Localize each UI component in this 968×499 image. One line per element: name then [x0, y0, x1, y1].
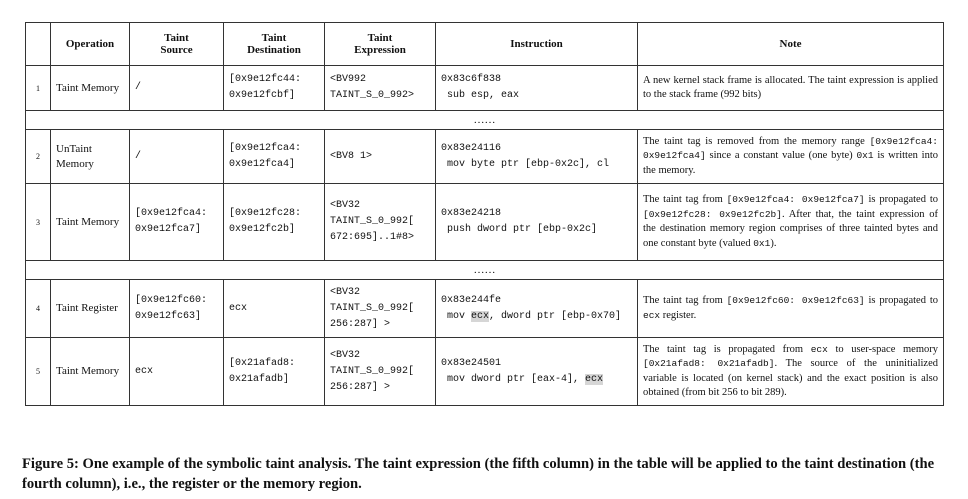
header-instruction: Instruction	[435, 22, 638, 66]
operation-cell: Taint Register	[50, 279, 130, 338]
instruction-cell: 0x83c6f838 sub esp, eax	[435, 65, 638, 111]
note-cell: The taint tag from [0x9e12fca4: 0x9e12fc…	[637, 183, 944, 261]
note-text: The taint tag is propagated from	[643, 343, 811, 355]
figure-caption: Figure 5: One example of the symbolic ta…	[22, 456, 935, 492]
operation-cell: Taint Memory	[50, 65, 130, 111]
note-text: . After that, the taint expression of th…	[643, 208, 939, 249]
instruction-cell: 0x83e24501 mov dword ptr [eax-4], ecx	[435, 337, 638, 406]
ellipsis-row: ……	[25, 110, 944, 130]
taint-source-cell: ecx	[129, 337, 224, 406]
note-text: The taint tag is removed from the memory…	[643, 135, 870, 147]
row-number: 1	[25, 65, 51, 111]
taint-source-cell: [0x9e12fca4: 0x9e12fca7]	[129, 183, 224, 261]
note-cell: The taint tag is removed from the memory…	[637, 129, 944, 184]
taint-destination-cell: [0x9e12fc44: 0x9e12fcbf]	[223, 65, 325, 111]
note-text: The taint tag from	[643, 194, 727, 205]
note-code: [0x9e12fca4: 0x9e12fca7]	[726, 194, 865, 205]
header-num	[25, 22, 51, 66]
note-text: ).	[770, 237, 777, 249]
instruction-address: 0x83e24116	[441, 142, 502, 154]
instruction-address: 0x83e244fe	[441, 294, 502, 306]
taint-destination-cell: [0x21afad8: 0x21afadb]	[223, 337, 325, 406]
taint-expression-cell: <BV32 TAINT_S_0_992[ 256:287] >	[324, 337, 436, 406]
instruction-code: sub esp, eax	[441, 90, 520, 101]
note-code: ecx	[810, 343, 828, 355]
taint-expression-cell: <BV32 TAINT_S_0_992[ 672:695]..1#8>	[324, 183, 436, 261]
operation-cell: Taint Memory	[50, 337, 130, 406]
instruction-text: mov	[441, 310, 472, 322]
header-operation: Operation	[50, 22, 130, 66]
instruction-cell: 0x83e24116 mov byte ptr [ebp-0x2c], cl	[435, 129, 638, 184]
note-text: to user-space memory	[827, 343, 939, 355]
table-row: 4 Taint Register [0x9e12fc60: 0x9e12fc63…	[25, 279, 944, 338]
header-taint-expression: Taint Expression	[324, 22, 436, 66]
row-number: 3	[25, 183, 51, 261]
taint-analysis-table: Operation Taint Source Taint Destination…	[25, 22, 944, 406]
row-number: 5	[25, 337, 51, 406]
header-taint-destination: Taint Destination	[223, 22, 325, 66]
ellipsis-cell: ……	[25, 260, 944, 280]
note-code: 0x1	[753, 237, 771, 249]
instruction-text: mov dword ptr [eax-4],	[441, 373, 586, 385]
instruction-cell: 0x83e24218 push dword ptr [ebp-0x2c]	[435, 183, 638, 261]
note-code: ecx	[643, 309, 661, 321]
instruction-address: 0x83c6f838	[441, 74, 502, 85]
table-row: 5 Taint Memory ecx [0x21afad8: 0x21afadb…	[25, 337, 944, 406]
taint-destination-cell: [0x9e12fca4: 0x9e12fca4]	[223, 129, 325, 184]
taint-expression-cell: <BV992 TAINT_S_0_992>	[324, 65, 436, 111]
instruction-address: 0x83e24218	[441, 208, 502, 219]
instruction-code: mov byte ptr [ebp-0x2c], cl	[441, 158, 610, 170]
note-cell: The taint tag is propagated from ecx to …	[637, 337, 944, 406]
note-text: register.	[660, 309, 697, 321]
highlighted-register: ecx	[585, 373, 604, 385]
taint-source-cell: /	[129, 129, 224, 184]
taint-expression-cell: <BV32 TAINT_S_0_992[ 256:287] >	[324, 279, 436, 338]
instruction-text: , dword ptr [ebp-0x70]	[489, 310, 622, 322]
taint-source-cell: [0x9e12fc60: 0x9e12fc63]	[129, 279, 224, 338]
note-text: . The source of the uninitialized variab…	[643, 358, 938, 398]
taint-destination-cell: [0x9e12fc28: 0x9e12fc2b]	[223, 183, 325, 261]
note-text: is propagated to	[864, 194, 938, 205]
instruction-code: push dword ptr [ebp-0x2c]	[441, 224, 598, 235]
instruction-cell: 0x83e244fe mov ecx, dword ptr [ebp-0x70]	[435, 279, 638, 338]
table-row: 3 Taint Memory [0x9e12fca4: 0x9e12fca7] …	[25, 183, 944, 261]
note-code: [0x9e12fc60: 0x9e12fc63]	[726, 295, 865, 306]
taint-source-cell: /	[129, 65, 224, 111]
note-cell: A new kernel stack frame is allocated. T…	[637, 65, 944, 111]
note-text: is written into the memory.	[643, 150, 938, 176]
note-code: [0x9e12fc28: 0x9e12fc2b]	[643, 208, 782, 220]
note-cell: The taint tag from [0x9e12fc60: 0x9e12fc…	[637, 279, 944, 338]
row-number: 4	[25, 279, 51, 338]
operation-cell: UnTaint Memory	[50, 129, 130, 184]
ellipsis-cell: ……	[25, 110, 944, 130]
header-taint-source: Taint Source	[129, 22, 224, 66]
instruction-address: 0x83e24501	[441, 357, 502, 369]
instruction-code: mov dword ptr [eax-4], ecx	[441, 372, 632, 388]
taint-destination-cell: ecx	[223, 279, 325, 338]
note-text: since a constant value (one byte)	[705, 150, 857, 162]
ellipsis-row: ……	[25, 260, 944, 280]
header-row: Operation Taint Source Taint Destination…	[25, 22, 944, 66]
row-number: 2	[25, 129, 51, 184]
table-row: 2 UnTaint Memory / [0x9e12fca4: 0x9e12fc…	[25, 129, 944, 184]
header-note: Note	[637, 22, 944, 66]
note-code: 0x1	[856, 150, 874, 162]
note-code: [0x21afad8: 0x21afadb]	[643, 358, 775, 369]
table-row: 1 Taint Memory / [0x9e12fc44: 0x9e12fcbf…	[25, 65, 944, 111]
note-text: is propagated to	[864, 295, 938, 306]
note-text: The taint tag from	[643, 295, 727, 306]
highlighted-register: ecx	[471, 310, 490, 322]
instruction-code: mov ecx, dword ptr [ebp-0x70]	[441, 309, 632, 325]
note-code: [0x9e12fca4: 0x9e12fca4]	[643, 135, 938, 162]
operation-cell: Taint Memory	[50, 183, 130, 261]
taint-expression-cell: <BV8 1>	[324, 129, 436, 184]
